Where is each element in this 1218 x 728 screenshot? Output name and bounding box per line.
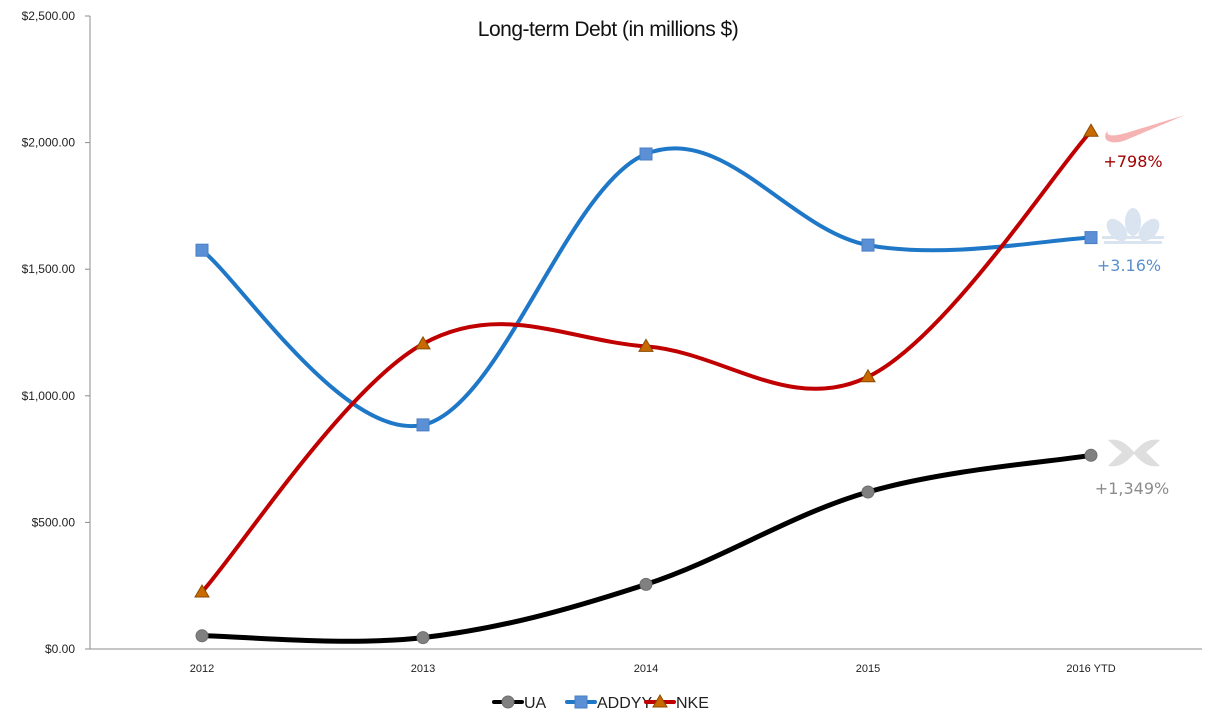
adidas-leaf (1125, 208, 1141, 236)
adidas-logo (1102, 208, 1164, 244)
y-tick-label: $500.00 (32, 515, 76, 529)
axes: $0.00 $500.00 $1,000.00 $1,500.00 $2,000.00 $… (22, 9, 1202, 675)
x-tick-label: 2015 (856, 663, 880, 675)
series-ua (195, 448, 1098, 645)
series-addyy (195, 146, 1098, 432)
x-tick-label: 2014 (634, 663, 658, 675)
data-point-ua (195, 629, 209, 643)
data-point-addyy (639, 147, 653, 161)
nike-swoosh-logo (1105, 115, 1185, 143)
series-line-addyy (200, 146, 1093, 429)
data-point-nke (860, 368, 876, 383)
legend-label: ADDYY (597, 695, 652, 712)
y-tick-label: $0.00 (45, 642, 75, 656)
x-tick-label: 2016 YTD (1066, 663, 1115, 675)
data-point-ua (861, 485, 875, 499)
annotation-ua: +1,349% (1095, 479, 1169, 498)
series-nke (194, 123, 1099, 598)
legend-item-addyy: ADDYY (565, 695, 652, 712)
ua-mark (1108, 439, 1160, 467)
under-armour-logo (1108, 439, 1160, 467)
legend-swatch-marker (652, 694, 668, 708)
annotation-addyy: +3.16% (1097, 256, 1161, 275)
x-tick-label: 2013 (411, 663, 435, 675)
series-line-ua (199, 452, 1094, 644)
legend-swatch-marker (501, 695, 515, 709)
data-point-addyy (195, 243, 209, 257)
series (194, 123, 1099, 645)
y-tick-label: $2,500.00 (22, 9, 76, 23)
legend-swatch-marker (574, 695, 588, 709)
adidas-stripe (1104, 241, 1162, 244)
data-point-ua (416, 631, 430, 645)
legend-item-ua: UA (492, 695, 547, 712)
logos (1102, 115, 1185, 467)
data-point-nke (194, 584, 210, 598)
annotations: +1,349% +3.16% +798% (1095, 152, 1169, 498)
data-point-ua (639, 577, 653, 591)
legend-item-nke: NKE (644, 694, 709, 712)
legend: UA ADDYY NKE (492, 694, 709, 712)
data-point-addyy (416, 418, 430, 432)
data-point-nke (415, 335, 431, 350)
data-point-addyy (861, 238, 875, 252)
annotation-nke: +798% (1103, 152, 1162, 171)
chart-title: Long-term Debt (in millions $) (478, 18, 738, 41)
y-tick-label: $1,000.00 (22, 389, 76, 403)
data-point-nke (1083, 123, 1099, 137)
data-point-addyy (1084, 231, 1098, 245)
y-tick-label: $2,000.00 (22, 136, 76, 150)
x-tick-label: 2012 (190, 663, 214, 675)
legend-label: NKE (676, 695, 709, 712)
adidas-leaf (1138, 218, 1160, 242)
legend-label: UA (524, 695, 547, 712)
series-line-nke (200, 129, 1093, 594)
y-tick-label: $1,500.00 (22, 262, 76, 276)
adidas-leaf (1106, 218, 1128, 242)
adidas-stripe (1102, 236, 1164, 239)
data-point-ua (1084, 448, 1098, 462)
data-point-nke (638, 338, 654, 352)
